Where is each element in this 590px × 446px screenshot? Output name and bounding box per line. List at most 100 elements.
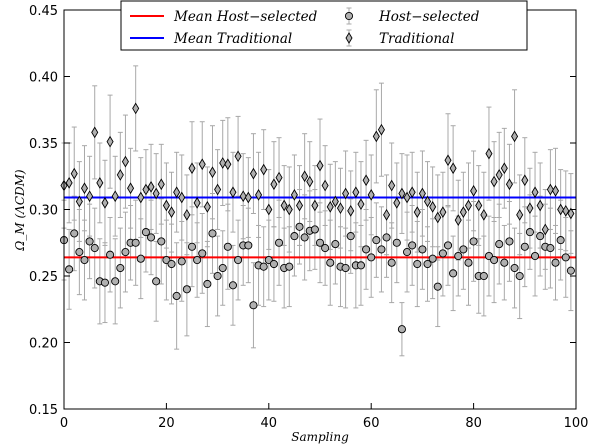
point-host-6 [90,244,99,253]
point-host-28 [203,279,212,289]
point-traditional-52 [326,200,334,213]
point-traditional-91 [526,202,534,215]
point-traditional-58 [357,198,365,211]
x-axis-ticks: 0 20 40 60 80 100 [60,10,589,431]
point-host-96 [551,258,560,267]
point-host-97 [556,236,565,245]
point-host-53 [331,240,340,249]
point-host-92 [530,251,540,261]
point-host-9 [106,250,115,259]
point-host-61 [372,236,381,245]
point-host-14 [131,238,140,247]
point-host-47 [300,233,309,242]
point-host-90 [520,242,529,251]
point-traditional-94 [541,223,549,236]
point-traditional-10 [111,190,119,203]
point-host-30 [213,271,222,281]
point-host-33 [228,281,238,290]
point-traditional-8 [101,196,109,209]
point-traditional-11 [116,169,124,181]
point-host-1 [65,265,74,274]
point-traditional-5 [86,190,94,203]
x-tick-label-5: 100 [564,416,589,431]
point-traditional-53 [331,195,339,208]
point-host-11 [116,263,125,273]
point-traditional-62 [377,123,385,136]
legend: Mean Host−selected Mean Traditional Host−s… [120,0,528,51]
point-host-98 [561,253,570,262]
point-host-8 [100,278,110,287]
point-host-50 [315,238,325,247]
point-host-80 [469,237,478,246]
x-tick-label-1: 20 [158,416,175,431]
point-host-4 [80,255,89,265]
point-host-41 [269,259,278,269]
point-host-74 [438,249,447,258]
point-host-10 [111,277,120,286]
point-host-59 [362,245,371,254]
point-traditional-84 [490,175,498,188]
point-traditional-57 [352,186,360,199]
point-traditional-78 [459,206,467,219]
point-traditional-60 [367,188,375,201]
x-axis-title: Sampling [291,430,349,444]
point-host-68 [408,241,417,250]
point-traditional-69 [413,206,421,219]
point-host-5 [85,237,94,246]
point-traditional-73 [434,211,442,224]
point-traditional-18 [152,187,160,200]
point-traditional-46 [295,199,304,212]
point-traditional-61 [372,130,380,143]
point-traditional-77 [454,214,462,227]
point-traditional-87 [505,178,513,191]
point-traditional-24 [183,208,191,221]
point-host-86 [500,258,509,267]
point-traditional-74 [439,206,447,219]
point-host-91 [525,228,534,237]
point-host-31 [218,263,227,273]
point-traditional-81 [475,199,483,212]
point-traditional-88 [511,130,519,143]
point-host-93 [536,232,545,241]
point-host-21 [167,259,176,269]
point-traditional-82 [480,208,488,221]
point-traditional-48 [306,175,314,188]
point-traditional-32 [224,158,232,171]
point-host-95 [546,244,555,253]
point-host-2 [70,229,79,238]
point-host-82 [479,271,488,281]
point-host-18 [152,277,161,286]
point-traditional-40 [265,203,273,216]
point-traditional-95 [546,183,554,196]
x-tick-label-3: 60 [363,416,380,431]
point-host-88 [510,263,519,273]
point-traditional-34 [234,150,242,163]
point-host-22 [172,291,181,301]
point-host-85 [495,240,504,249]
point-traditional-76 [449,162,457,175]
point-traditional-42 [275,171,283,184]
point-traditional-65 [393,196,401,209]
point-traditional-3 [75,195,83,208]
point-host-39 [259,262,268,271]
point-traditional-38 [255,188,263,201]
point-traditional-66 [398,187,406,200]
point-host-78 [459,245,468,254]
point-traditional-97 [557,203,565,216]
x-tick-label-2: 40 [261,416,278,431]
point-traditional-20 [162,199,170,212]
point-host-16 [141,228,150,237]
point-traditional-55 [342,187,350,200]
point-traditional-37 [249,167,257,180]
point-host-15 [136,254,145,263]
y-tick-label-2: 0.25 [29,270,58,285]
point-traditional-54 [336,202,345,215]
point-host-36 [244,241,253,250]
point-traditional-68 [408,186,416,199]
point-host-25 [187,242,197,251]
point-traditional-64 [388,179,396,192]
point-host-12 [121,248,130,257]
point-traditional-80 [470,185,478,197]
point-traditional-1 [65,177,73,189]
